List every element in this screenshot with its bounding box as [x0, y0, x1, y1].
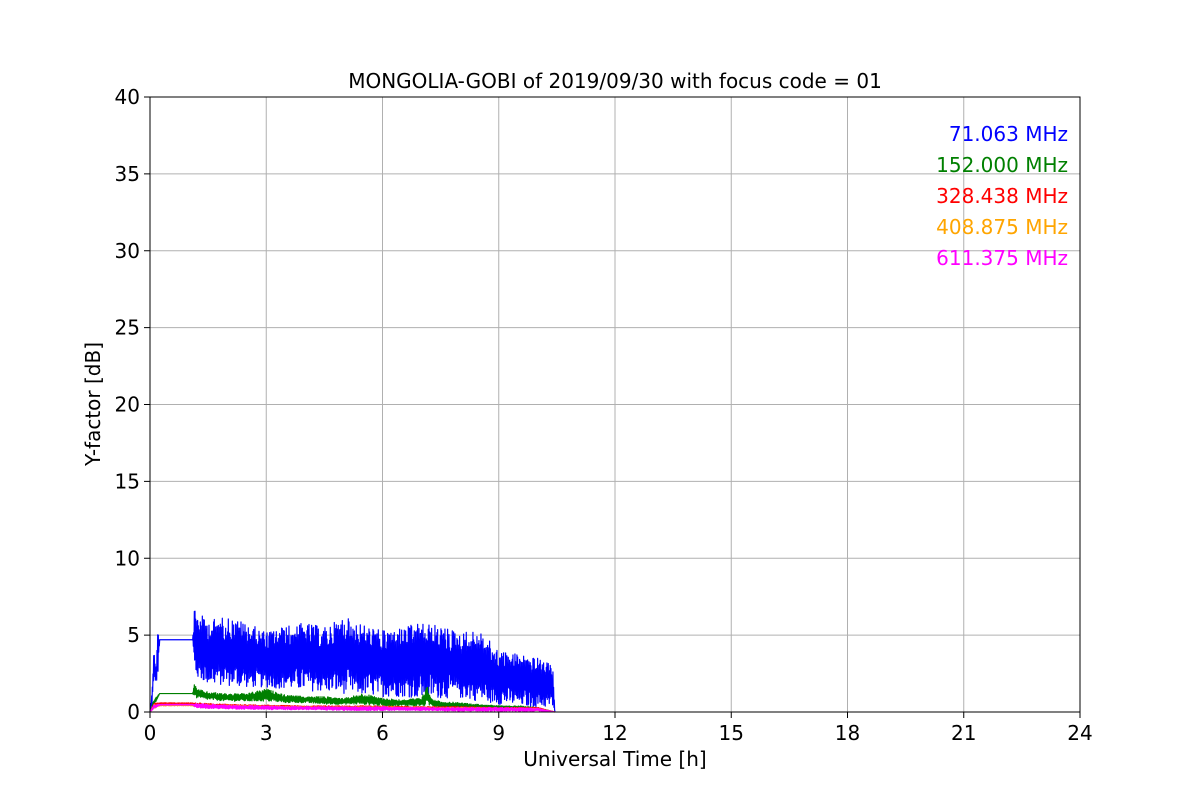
- x-tick-label: 12: [602, 721, 627, 745]
- x-tick-label: 15: [719, 721, 744, 745]
- series-group: [149, 610, 556, 713]
- x-tick-label: 3: [260, 721, 273, 745]
- x-tick-label: 6: [376, 721, 389, 745]
- y-tick-label: 20: [115, 393, 140, 417]
- ticks: 0 3 6 9 12 15 18 21 24 0 5 10 15 20 25 30 35 40: [115, 85, 1093, 745]
- y-tick-label: 30: [115, 239, 140, 263]
- x-tick-label: 24: [1067, 721, 1092, 745]
- legend-entry: 408.875 MHz: [936, 215, 1068, 239]
- legend-entry: 71.063 MHz: [949, 122, 1068, 146]
- legend: 71.063 MHz 152.000 MHz 328.438 MHz 408.875 …: [936, 122, 1068, 270]
- y-tick-label: 0: [127, 700, 140, 724]
- y-tick-label: 15: [115, 469, 140, 493]
- y-axis-label: Y-factor [dB]: [81, 342, 105, 467]
- legend-entry: 611.375 MHz: [936, 246, 1068, 270]
- x-tick-label: 0: [144, 721, 157, 745]
- x-tick-label: 9: [492, 721, 505, 745]
- y-tick-label: 35: [115, 162, 140, 186]
- y-tick-label: 10: [115, 546, 140, 570]
- series-line: [149, 610, 556, 713]
- y-tick-label: 5: [127, 623, 140, 647]
- chart-title: MONGOLIA-GOBI of 2019/09/30 with focus c…: [348, 69, 882, 93]
- series-line: [149, 684, 556, 713]
- x-axis-label: Universal Time [h]: [523, 747, 706, 771]
- series-line: [149, 703, 556, 713]
- y-tick-label: 25: [115, 316, 140, 340]
- legend-entry: 328.438 MHz: [936, 184, 1068, 208]
- x-tick-label: 18: [835, 721, 860, 745]
- legend-entry: 152.000 MHz: [936, 153, 1068, 177]
- x-tick-label: 21: [951, 721, 976, 745]
- y-tick-label: 40: [115, 85, 140, 109]
